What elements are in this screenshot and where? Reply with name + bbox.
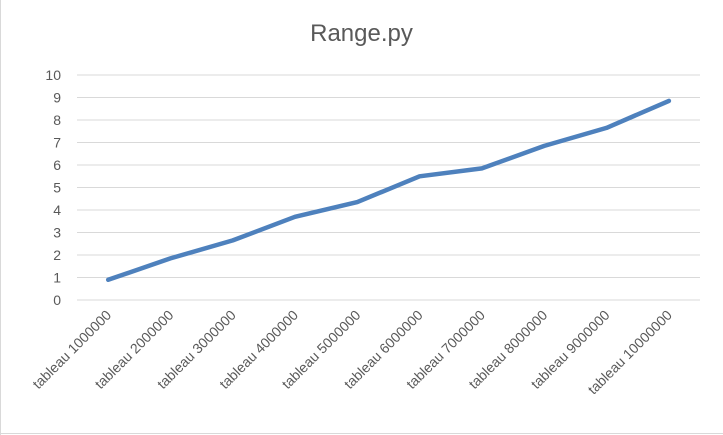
y-tick-label-3: 3 (53, 225, 61, 241)
y-tick-label-8: 8 (53, 112, 61, 128)
y-tick-label-5: 5 (53, 180, 61, 196)
y-tick-label-1: 1 (53, 270, 61, 286)
y-tick-label-10: 10 (45, 67, 61, 83)
chart-border-bottom (0, 433, 723, 434)
y-tick-label-6: 6 (53, 157, 61, 173)
chart-border-left (0, 0, 1, 435)
y-tick-label-4: 4 (53, 202, 61, 218)
chart-title: Range.py (310, 20, 413, 47)
y-tick-label-9: 9 (53, 90, 61, 106)
series-line-1 (105, 98, 672, 283)
y-tick-label-2: 2 (53, 247, 61, 263)
y-tick-label-0: 0 (53, 292, 61, 308)
y-tick-label-7: 7 (53, 135, 61, 151)
